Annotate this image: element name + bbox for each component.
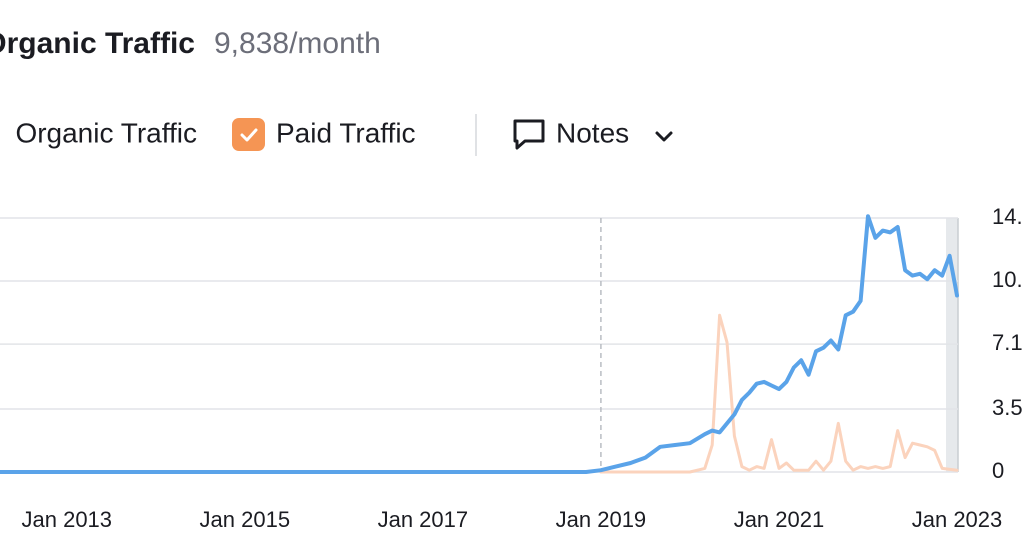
x-tick-label: Jan 2017 — [378, 507, 469, 532]
notes-label: Notes — [556, 117, 629, 148]
legend-item[interactable]: Organic Traffic — [15, 117, 197, 148]
x-tick-label: Jan 2021 — [734, 507, 825, 532]
y-tick-label: 3.5 — [992, 395, 1023, 420]
series-line — [0, 214, 959, 474]
series-line — [599, 313, 959, 474]
legend-item[interactable]: Paid Traffic — [232, 117, 416, 151]
legend-check — [240, 128, 258, 142]
x-tick-label: Jan 2015 — [200, 507, 291, 532]
y-tick-label: 0 — [992, 458, 1004, 483]
notes-icon — [513, 119, 545, 150]
x-tick-label: Jan 2013 — [22, 507, 113, 532]
legend-checkbox — [232, 118, 265, 151]
chart-title: Organic Traffic — [0, 27, 195, 60]
notes-button[interactable]: Notes — [513, 117, 673, 150]
legend-label: Organic Traffic — [15, 117, 197, 148]
chart-subtitle: 9,838/month — [214, 27, 381, 60]
y-tick-label: 7.1K — [992, 330, 1024, 355]
x-tick-label: Jan 2019 — [556, 507, 647, 532]
legend-label: Paid Traffic — [276, 117, 416, 148]
y-tick-label: 14. — [992, 204, 1023, 229]
x-tick-label: Jan 2023 — [912, 507, 1003, 532]
notes-chevron — [655, 131, 673, 142]
y-tick-label: 10. — [992, 267, 1023, 292]
